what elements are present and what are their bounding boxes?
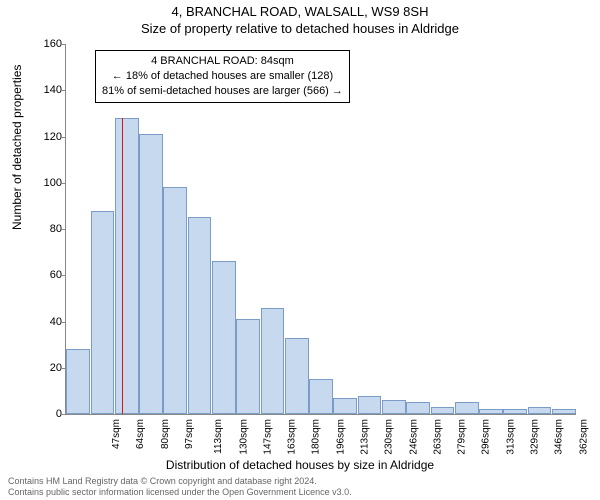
x-tick-label: 130sqm bbox=[238, 419, 249, 455]
bar bbox=[91, 211, 115, 415]
y-tick-mark bbox=[60, 414, 65, 415]
y-tick-label: 0 bbox=[32, 408, 62, 420]
x-tick-label: 97sqm bbox=[184, 419, 195, 449]
x-tick-label: 113sqm bbox=[213, 419, 224, 454]
footer-line-2: Contains public sector information licen… bbox=[8, 487, 352, 498]
y-tick-label: 20 bbox=[32, 362, 62, 374]
bar bbox=[115, 118, 139, 414]
x-tick-label: 147sqm bbox=[262, 419, 273, 455]
bar bbox=[431, 407, 455, 414]
y-tick-mark bbox=[60, 44, 65, 45]
bar bbox=[503, 409, 527, 414]
bar bbox=[212, 261, 236, 414]
info-line-1: 4 BRANCHAL ROAD: 84sqm bbox=[102, 54, 343, 69]
x-tick-label: 296sqm bbox=[481, 419, 492, 455]
x-axis-label-text: Distribution of detached houses by size … bbox=[166, 458, 434, 472]
bar bbox=[261, 308, 285, 414]
y-tick-label: 120 bbox=[32, 131, 62, 143]
x-tick-label: 196sqm bbox=[335, 419, 346, 455]
y-tick-mark bbox=[60, 229, 65, 230]
info-box: 4 BRANCHAL ROAD: 84sqm ← 18% of detached… bbox=[95, 50, 350, 103]
bar bbox=[163, 187, 187, 414]
y-tick-label: 80 bbox=[32, 223, 62, 235]
info-line-2: ← 18% of detached houses are smaller (12… bbox=[102, 69, 343, 84]
x-tick-label: 313sqm bbox=[505, 419, 516, 455]
bar bbox=[188, 217, 212, 414]
marker-line bbox=[122, 118, 123, 414]
title-line-1: 4, BRANCHAL ROAD, WALSALL, WS9 8SH bbox=[0, 4, 600, 21]
bar bbox=[333, 398, 357, 414]
bar bbox=[455, 402, 479, 414]
y-axis-label-text: Number of detached properties bbox=[10, 65, 24, 230]
x-tick-label: 362sqm bbox=[578, 419, 589, 455]
x-tick-label: 80sqm bbox=[160, 419, 171, 449]
bar bbox=[382, 400, 406, 414]
bar bbox=[66, 349, 90, 414]
bar bbox=[358, 396, 382, 415]
bar bbox=[406, 402, 430, 414]
bar bbox=[285, 338, 309, 414]
bar bbox=[528, 407, 552, 414]
y-tick-mark bbox=[60, 137, 65, 138]
x-tick-label: 346sqm bbox=[554, 419, 565, 455]
title-block: 4, BRANCHAL ROAD, WALSALL, WS9 8SH Size … bbox=[0, 0, 600, 38]
x-tick-label: 213sqm bbox=[360, 419, 371, 455]
y-tick-label: 100 bbox=[32, 177, 62, 189]
y-tick-mark bbox=[60, 183, 65, 184]
x-tick-label: 230sqm bbox=[384, 419, 395, 455]
footer: Contains HM Land Registry data © Crown c… bbox=[8, 476, 352, 498]
x-axis-label: Distribution of detached houses by size … bbox=[0, 458, 600, 472]
title-line-2: Size of property relative to detached ho… bbox=[0, 21, 600, 38]
y-axis-label: Number of detached properties bbox=[10, 65, 24, 230]
bar bbox=[236, 319, 260, 414]
y-tick-label: 160 bbox=[32, 38, 62, 50]
y-tick-mark bbox=[60, 368, 65, 369]
x-tick-label: 279sqm bbox=[457, 419, 468, 455]
y-tick-mark bbox=[60, 275, 65, 276]
x-tick-label: 47sqm bbox=[111, 419, 122, 449]
y-tick-label: 140 bbox=[32, 84, 62, 96]
x-tick-label: 163sqm bbox=[287, 419, 298, 455]
y-tick-mark bbox=[60, 90, 65, 91]
bar bbox=[309, 379, 333, 414]
footer-line-1: Contains HM Land Registry data © Crown c… bbox=[8, 476, 352, 487]
bar bbox=[139, 134, 163, 414]
bar bbox=[552, 409, 576, 414]
x-tick-label: 329sqm bbox=[530, 419, 541, 455]
x-tick-label: 180sqm bbox=[311, 419, 322, 455]
y-tick-mark bbox=[60, 322, 65, 323]
bar bbox=[479, 409, 503, 414]
y-tick-label: 60 bbox=[32, 269, 62, 281]
y-tick-label: 40 bbox=[32, 316, 62, 328]
figure: 4, BRANCHAL ROAD, WALSALL, WS9 8SH Size … bbox=[0, 0, 600, 500]
x-tick-label: 263sqm bbox=[432, 419, 443, 455]
info-line-3: 81% of semi-detached houses are larger (… bbox=[102, 84, 343, 99]
x-tick-label: 246sqm bbox=[408, 419, 419, 455]
x-tick-label: 64sqm bbox=[135, 419, 146, 449]
